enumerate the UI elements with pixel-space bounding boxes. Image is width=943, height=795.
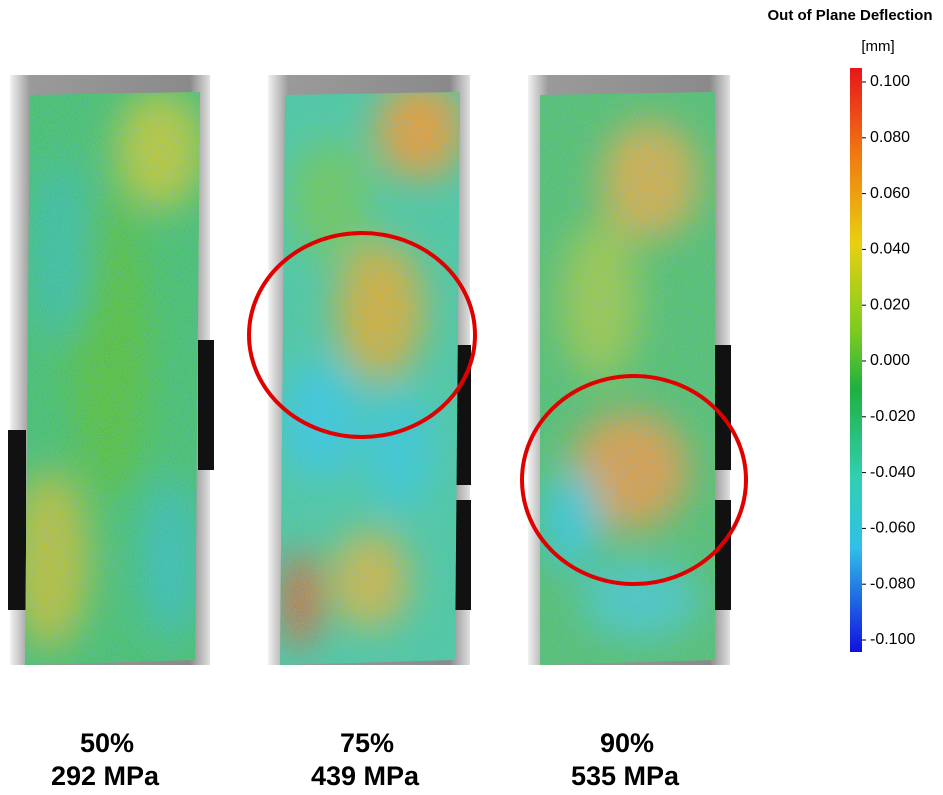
tick-label: 0.000 bbox=[870, 352, 910, 369]
tick-label: 0.040 bbox=[870, 241, 910, 258]
figure: Out of Plane Deflection [mm] 0.1000.0800… bbox=[0, 0, 943, 790]
tick-label: 0.060 bbox=[870, 185, 910, 202]
tick-label: 0.100 bbox=[870, 73, 910, 90]
specimen-3 bbox=[522, 75, 746, 670]
colorbar-title: Out of Plane Deflection bbox=[767, 7, 932, 24]
specimen-1 bbox=[8, 75, 214, 670]
panel-stress: 292 MPa bbox=[51, 761, 160, 790]
panel-percent: 50% bbox=[80, 728, 134, 758]
page: {"colorbar": {"title": "Out of Plane Def… bbox=[0, 0, 943, 790]
panel-labels: 50% 292 MPa 75% 439 MPa 90% 535 MPa bbox=[51, 728, 680, 790]
tick-label: 0.020 bbox=[870, 296, 910, 313]
tick-label: 0.080 bbox=[870, 129, 910, 146]
panel-percent: 90% bbox=[600, 728, 654, 758]
panel-stress: 535 MPa bbox=[571, 761, 680, 790]
tick-label: -0.020 bbox=[870, 408, 915, 425]
tick-label: -0.100 bbox=[870, 631, 915, 648]
tick-label: -0.060 bbox=[870, 520, 915, 537]
tick-label: -0.080 bbox=[870, 575, 915, 592]
specimen-2 bbox=[249, 75, 475, 670]
colorbar-ticks: 0.100 0.080 0.060 0.040 0.020 0.000 -0.020 -0.0… bbox=[862, 73, 915, 648]
colorbar bbox=[850, 68, 862, 652]
colorbar-unit: [mm] bbox=[861, 38, 894, 55]
tick-label: -0.040 bbox=[870, 464, 915, 481]
panel-percent: 75% bbox=[340, 728, 394, 758]
panel-stress: 439 MPa bbox=[311, 761, 420, 790]
